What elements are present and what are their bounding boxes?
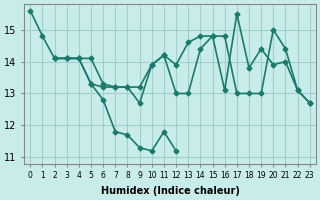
X-axis label: Humidex (Indice chaleur): Humidex (Indice chaleur) bbox=[100, 186, 239, 196]
